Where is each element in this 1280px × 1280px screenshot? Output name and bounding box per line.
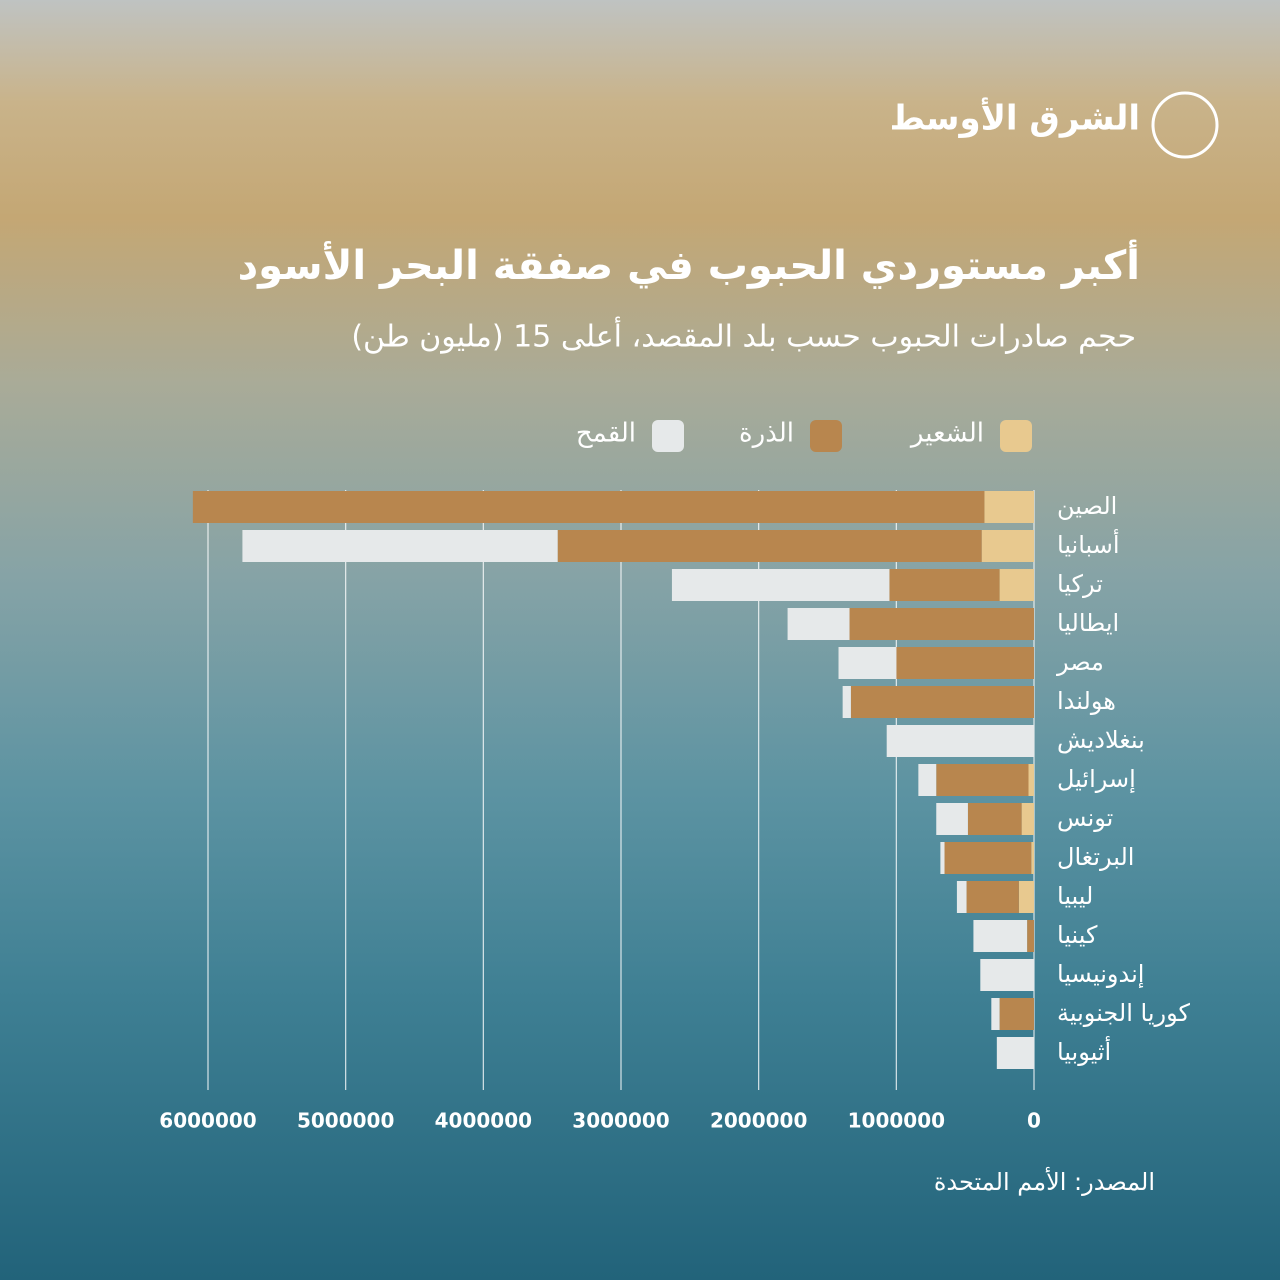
- bar: [999, 998, 1034, 1030]
- y-tick-label: هولندا: [1057, 687, 1116, 715]
- bar: [918, 764, 937, 796]
- y-tick-label: إسرائيل: [1057, 765, 1136, 794]
- x-tick-label: 2000000: [710, 1109, 807, 1133]
- y-tick-label: ايطاليا: [1057, 609, 1119, 637]
- y-tick-label: كوريا الجنوبية: [1057, 999, 1191, 1027]
- y-tick-label: تركيا: [1057, 570, 1103, 598]
- bar: [984, 491, 1034, 523]
- bar: [991, 998, 1000, 1030]
- legend-label: الشعير: [909, 419, 984, 449]
- bar: [980, 959, 1034, 991]
- y-tick-label: إندونيسيا: [1057, 960, 1144, 989]
- legend-label: القمح: [576, 419, 636, 449]
- bar: [1031, 842, 1034, 874]
- bar: [886, 725, 1034, 757]
- bar: [944, 842, 1032, 874]
- logo: الشرق الأوسط: [890, 97, 1140, 139]
- bar: [787, 608, 850, 640]
- chart-subtitle: حجم صادرات الحبوب حسب بلد المقصد، أعلى 1…: [351, 316, 1136, 355]
- bar: [981, 530, 1034, 562]
- y-tick-label: أسبانيا: [1057, 529, 1120, 559]
- bar: [936, 764, 1029, 796]
- chart-title: أكبر مستوردي الحبوب في صفقة البحر الأسود: [238, 239, 1140, 289]
- y-tick-label: البرتغال: [1057, 843, 1134, 871]
- bar: [838, 647, 897, 679]
- bar: [242, 530, 558, 562]
- bar: [850, 686, 1034, 718]
- x-tick-label: 6000000: [159, 1109, 256, 1133]
- legend-swatch: [810, 420, 842, 452]
- bar: [999, 569, 1034, 601]
- y-tick-label: تونس: [1057, 804, 1113, 832]
- bar: [889, 569, 1000, 601]
- source: المصدر: الأمم المتحدة: [934, 1167, 1155, 1196]
- bar: [849, 608, 1034, 640]
- x-tick-label: 5000000: [297, 1109, 394, 1133]
- bar: [671, 569, 890, 601]
- bar: [1021, 803, 1034, 835]
- x-tick-label: 3000000: [572, 1109, 669, 1133]
- bar: [1027, 920, 1034, 952]
- y-tick-label: بنغلاديش: [1057, 726, 1145, 754]
- bar: [996, 1037, 1034, 1069]
- x-tick-label: 1000000: [848, 1109, 945, 1133]
- x-tick-label: 4000000: [435, 1109, 532, 1133]
- y-tick-label: ليبيا: [1057, 882, 1093, 910]
- bar: [192, 491, 985, 523]
- bar: [936, 803, 968, 835]
- y-tick-label: الصين: [1057, 492, 1117, 520]
- bar: [1018, 881, 1034, 913]
- legend-label: الذرة: [739, 419, 794, 449]
- bar: [940, 842, 945, 874]
- legend-swatch: [1000, 420, 1032, 452]
- bar: [973, 920, 1028, 952]
- bar: [966, 881, 1019, 913]
- y-tick-label: كينيا: [1057, 921, 1098, 949]
- bar: [1028, 764, 1034, 796]
- x-tick-label: 0: [1027, 1109, 1041, 1133]
- y-tick-label: مصر: [1056, 648, 1104, 676]
- legend-swatch: [652, 420, 684, 452]
- bar: [557, 530, 982, 562]
- bar: [896, 647, 1034, 679]
- logo-icon: [1151, 91, 1219, 159]
- y-tick-label: أثيوبيا: [1057, 1036, 1111, 1066]
- bar: [967, 803, 1022, 835]
- bar: [956, 881, 967, 913]
- bar: [842, 686, 851, 718]
